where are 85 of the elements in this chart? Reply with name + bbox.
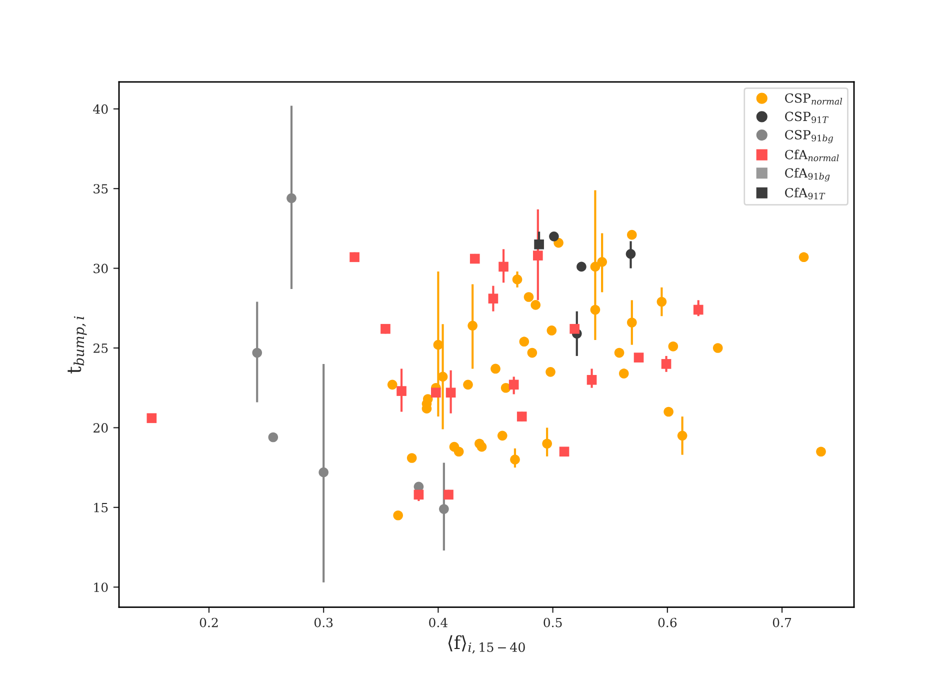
point [516,412,527,422]
point [508,380,519,390]
point [554,238,564,248]
point [614,348,624,358]
point [664,406,674,417]
point [268,432,278,442]
x-tick-label: 0.5 [544,618,562,628]
point [549,232,559,242]
x-tick-label: 0.6 [658,618,677,628]
point [626,318,637,328]
x-tick-label: 0.7 [772,618,792,628]
point [439,504,449,514]
point [510,454,520,464]
point [542,438,552,449]
y-tick-label: 35 [94,184,108,194]
y-tick-label: 10 [94,582,108,592]
point [318,467,328,478]
point [626,249,636,259]
point [816,446,826,457]
point [618,368,629,378]
point [470,254,480,264]
point [533,250,543,260]
point [380,324,390,334]
point [406,453,417,463]
point [661,359,672,369]
point [454,446,464,457]
point [534,239,544,250]
point [677,430,688,441]
point [519,336,530,347]
point [463,380,473,390]
point [512,274,522,284]
point [576,262,586,272]
y-tick-label: 25 [94,343,108,353]
point [626,230,637,240]
point [693,304,704,315]
x-tick-label: 0.4 [429,618,448,628]
point [497,430,508,441]
point [559,446,570,457]
legend-label: CfA$_{normal}$ [785,150,839,162]
point [414,490,424,500]
point [387,380,398,390]
point [586,374,597,385]
point [524,292,534,302]
point [546,367,556,377]
point [712,343,723,353]
y-tick-label: 20 [94,423,108,433]
legend-label: CfA$_{91T}$ [785,188,826,200]
x-tick-label: 0.2 [200,618,218,628]
point [798,252,809,262]
point [570,324,580,334]
point [476,442,487,452]
point [527,348,538,358]
point [438,372,448,382]
y-tick-label: 30 [94,264,108,274]
point [146,413,157,424]
point [597,257,607,267]
point [656,296,667,307]
point [444,490,454,500]
point [590,304,600,315]
legend-label: CSP$_{91bg}$ [785,130,833,144]
point [590,262,600,272]
point [530,300,541,310]
point [446,388,456,398]
point [286,193,296,204]
point [396,386,406,396]
x-tick-label: 0.3 [314,618,333,628]
point [498,262,508,272]
legend-label: CSP$_{normal}$ [785,93,842,105]
point [488,294,498,304]
point [350,252,360,262]
x-axis-title: ⟨f⟩$_{i,15−40}$ [448,635,525,654]
point [668,341,678,352]
point [433,340,444,350]
point [546,326,557,336]
legend-label: CfA$_{91bg}$ [785,168,830,182]
y-axis-title: t$_{bump,i}$ [68,316,87,374]
y-tick-label: 40 [93,104,108,114]
legend-label: CSP$_{91T}$ [785,112,829,124]
point [393,510,403,520]
point [634,352,644,362]
y-tick-label: 15 [94,502,108,512]
point [468,320,478,331]
point [490,364,500,374]
point [430,388,441,398]
point [252,348,262,358]
